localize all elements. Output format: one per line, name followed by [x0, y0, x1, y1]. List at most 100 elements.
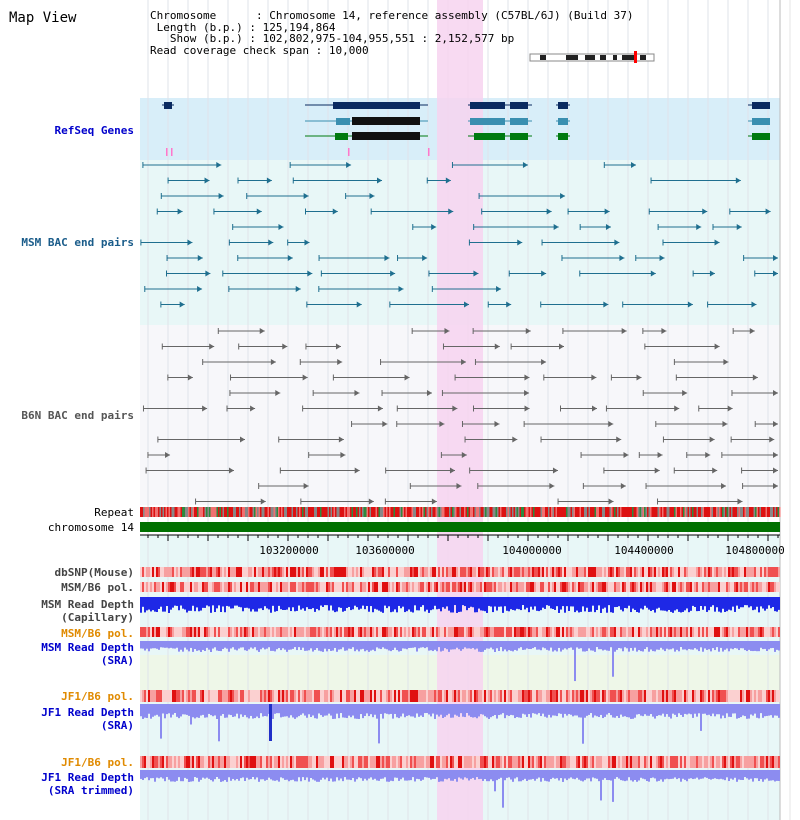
polymorphism-mark [426, 756, 428, 768]
polymorphism-mark [196, 582, 198, 592]
polymorphism-mark [330, 756, 332, 768]
msm-bac-pair [464, 301, 470, 308]
polymorphism-mark [692, 756, 694, 768]
polymorphism-mark [148, 567, 150, 577]
polymorphism-mark [316, 627, 318, 637]
repeat-mark [654, 507, 656, 517]
msm-sra-depth [486, 641, 488, 649]
polymorphism-mark [324, 582, 326, 592]
track-label-chromosome[interactable]: chromosome 14 [47, 521, 134, 534]
polymorphism-mark [560, 627, 562, 637]
polymorphism-mark [180, 627, 182, 637]
polymorphism-mark [772, 567, 774, 577]
track-label-jf1-depth-trimmed[interactable]: JF1 Read Depth (SRA trimmed) [41, 771, 134, 797]
msm-capillary-depth [738, 597, 740, 609]
msm-capillary-depth [410, 597, 412, 612]
track-label-msm-b6-pol-2[interactable]: MSM/B6 pol. [61, 627, 134, 640]
msm-capillary-depth [570, 597, 572, 607]
msm-sra-depth [726, 641, 728, 649]
repeat-mark [693, 507, 695, 517]
track-label-msm-depth-capillary[interactable]: MSM Read Depth (Capillary) [41, 598, 134, 624]
msm-sra-depth [584, 641, 586, 652]
jf1-trimmed-depth [708, 770, 710, 779]
polymorphism-mark [448, 567, 450, 577]
msm-capillary-depth [218, 597, 220, 606]
polymorphism-mark [236, 756, 238, 768]
polymorphism-mark [292, 582, 294, 592]
msm-sra-depth [534, 641, 536, 648]
polymorphism-mark [634, 690, 636, 702]
msm-bac-pair [709, 270, 715, 277]
msm-capillary-depth [210, 597, 212, 613]
polymorphism-mark [582, 567, 584, 577]
polymorphism-mark [390, 690, 392, 702]
polymorphism-mark [246, 627, 248, 637]
polymorphism-mark [520, 582, 522, 592]
polymorphism-mark [278, 567, 280, 577]
track-label-msm-depth-sra[interactable]: MSM Read Depth (SRA) [41, 641, 134, 667]
track-label-repeat[interactable]: Repeat [94, 506, 134, 519]
track-label-msm-bac[interactable]: MSM BAC end pairs [21, 236, 134, 249]
polymorphism-mark [430, 690, 432, 702]
polymorphism-mark [324, 690, 326, 702]
polymorphism-mark [240, 582, 242, 592]
repeat-mark [368, 507, 370, 517]
jf1-sra-depth [516, 704, 518, 718]
track-label-dbsnp[interactable]: dbSNP(Mouse) [54, 566, 134, 579]
jf1-sra-depth [214, 704, 216, 716]
jf1-trimmed-depth [328, 770, 330, 782]
polymorphism-mark [664, 582, 666, 592]
polymorphism-mark [566, 756, 568, 768]
jf1-trimmed-depth [598, 770, 600, 782]
msm-bac-pair [332, 208, 338, 215]
polymorphism-mark [236, 627, 238, 637]
msm-sra-depth [540, 641, 542, 651]
jf1-sra-depth [690, 704, 692, 715]
track-label-refseq[interactable]: RefSeq Genes [54, 124, 134, 137]
polymorphism-mark [288, 567, 290, 577]
polymorphism-mark [768, 756, 770, 768]
track-label-jf1-depth-sra[interactable]: JF1 Read Depth (SRA) [41, 706, 134, 732]
track-label-jf1-b6-pol-2[interactable]: JF1/B6 pol. [61, 756, 134, 769]
jf1-sra-depth [518, 704, 520, 718]
repeat-mark [234, 507, 236, 517]
msm-sra-depth [468, 641, 470, 649]
b6n-bac-pair [654, 467, 660, 474]
polymorphism-mark [648, 690, 650, 702]
msm-capillary-depth [692, 597, 694, 606]
repeat-mark [539, 507, 541, 517]
jf1-trimmed-depth [670, 770, 672, 779]
polymorphism-mark [674, 567, 676, 577]
polymorphism-mark [676, 756, 678, 768]
polymorphism-mark [148, 756, 150, 768]
jf1-trimmed-depth [566, 770, 568, 781]
repeat-mark [254, 507, 256, 517]
polymorphism-mark [306, 582, 308, 592]
polymorphism-mark [690, 756, 692, 768]
polymorphism-mark [328, 756, 330, 768]
polymorphism-mark [354, 627, 356, 637]
repeat-mark [453, 507, 455, 517]
repeat-mark [372, 507, 374, 517]
polymorphism-mark [232, 582, 234, 592]
track-label-b6n-bac[interactable]: B6N BAC end pairs [21, 409, 134, 422]
polymorphism-mark [376, 567, 378, 577]
polymorphism-mark [206, 756, 208, 768]
jf1-sra-depth [318, 704, 320, 714]
polymorphism-mark [576, 582, 578, 592]
polymorphism-mark [312, 756, 314, 768]
track-label-jf1-b6-pol-1[interactable]: JF1/B6 pol. [61, 690, 134, 703]
msm-capillary-depth [262, 597, 264, 611]
polymorphism-mark [498, 627, 500, 637]
msm-capillary-depth [720, 597, 722, 613]
polymorphism-mark [186, 627, 188, 637]
jf1-trimmed-depth [466, 770, 468, 779]
jf1-sra-depth [230, 704, 232, 716]
repeat-mark [771, 507, 773, 517]
polymorphism-mark [418, 756, 420, 768]
repeat-mark [273, 507, 275, 517]
track-label-msm-b6-pol-1[interactable]: MSM/B6 pol. [61, 581, 134, 594]
polymorphism-mark [232, 756, 234, 768]
polymorphism-mark [378, 756, 380, 768]
